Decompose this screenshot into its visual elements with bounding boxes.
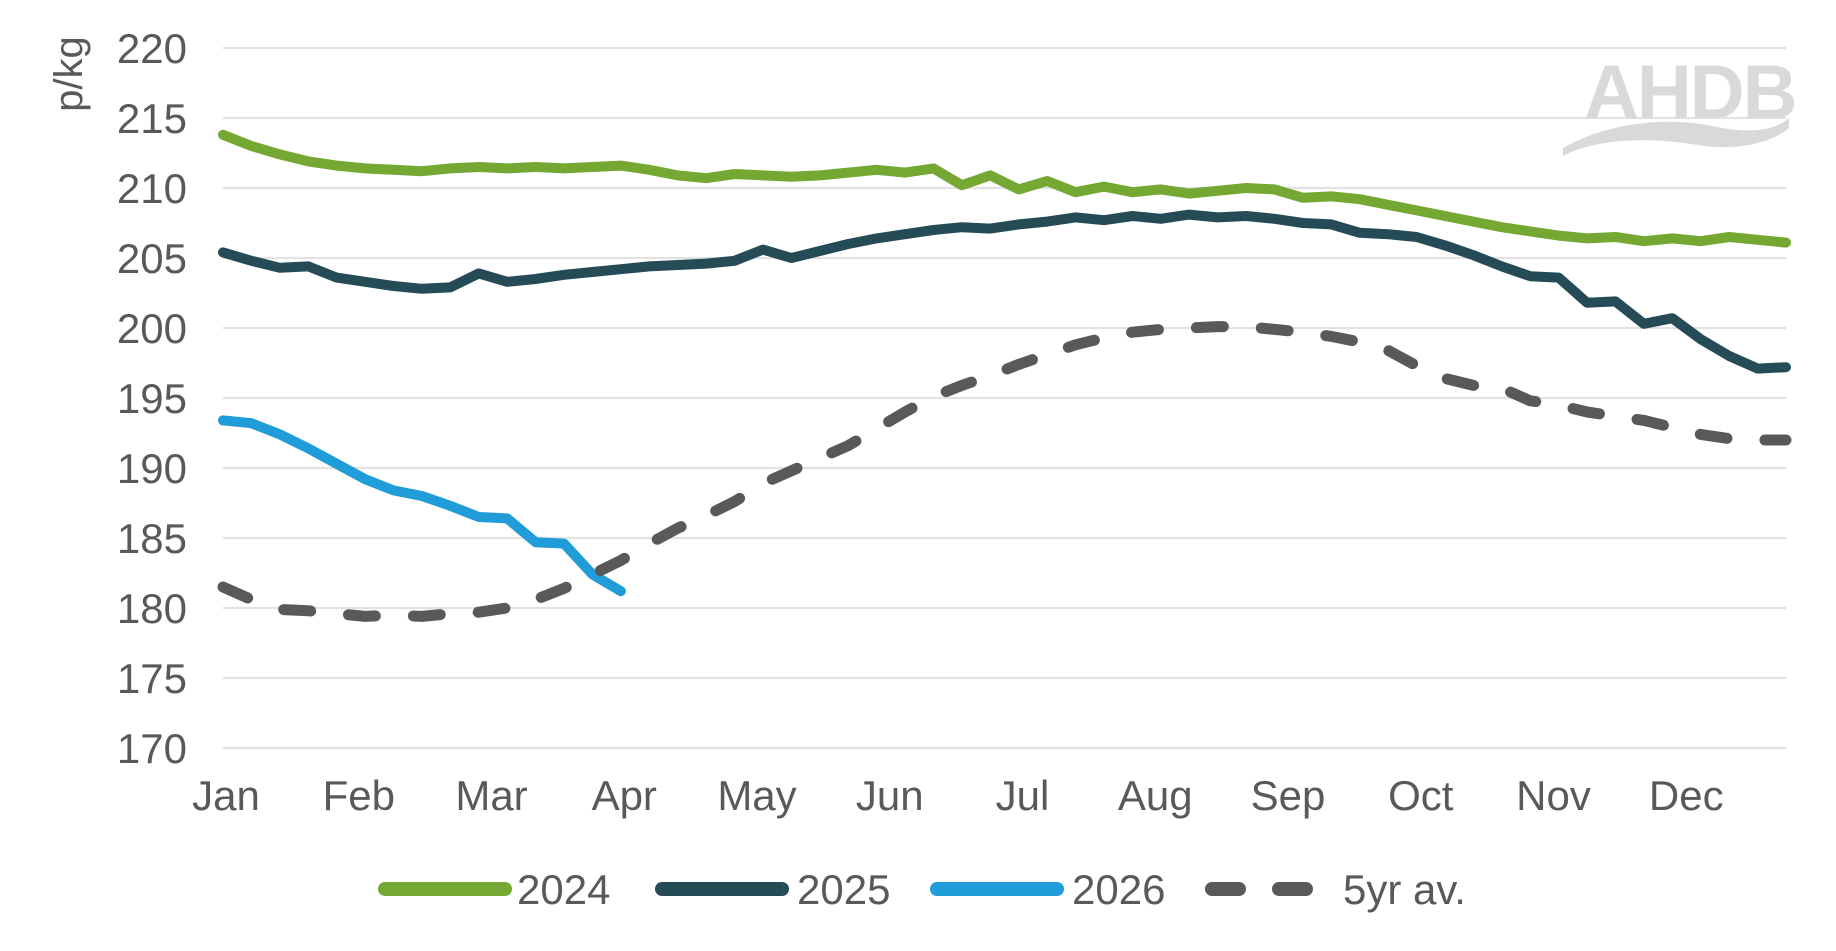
series-line-2024 xyxy=(218,129,1791,248)
y-tick-label-220: 220 xyxy=(117,25,187,72)
y-tick-label-215: 215 xyxy=(117,95,187,142)
y-axis-unit-label: p/kg xyxy=(47,36,91,112)
x-tick-label-jul: Jul xyxy=(996,772,1050,819)
series-line-5yr-av- xyxy=(217,321,1792,622)
legend-label-2024: 2024 xyxy=(517,866,610,913)
x-tick-label-feb: Feb xyxy=(323,772,395,819)
y-tick-label-170: 170 xyxy=(117,725,187,772)
legend-label-2025: 2025 xyxy=(797,866,890,913)
y-tick-label-175: 175 xyxy=(117,655,187,702)
data-series xyxy=(217,129,1792,622)
y-tick-label-205: 205 xyxy=(117,235,187,282)
y-tick-label-185: 185 xyxy=(117,515,187,562)
x-tick-label-nov: Nov xyxy=(1516,772,1591,819)
gridlines xyxy=(223,46,1786,750)
x-tick-label-apr: Apr xyxy=(592,772,657,819)
ahdb-logo-text: AHDB xyxy=(1584,50,1796,135)
x-tick-label-aug: Aug xyxy=(1118,772,1193,819)
x-tick-label-may: May xyxy=(717,772,796,819)
series-line-2026 xyxy=(218,415,626,597)
legend-label-2026: 2026 xyxy=(1072,866,1165,913)
y-tick-label-210: 210 xyxy=(117,165,187,212)
x-tick-label-mar: Mar xyxy=(455,772,527,819)
y-tick-label-180: 180 xyxy=(117,585,187,632)
ahdb-logo: AHDB xyxy=(1563,50,1798,156)
x-tick-label-sep: Sep xyxy=(1251,772,1326,819)
axis-labels: 170 175 180 185 190 195 200 205 210 215 220 Jan Feb M… xyxy=(117,25,1724,819)
x-tick-label-dec: Dec xyxy=(1649,772,1724,819)
x-tick-label-jan: Jan xyxy=(192,772,260,819)
legend-label-5yr-av: 5yr av. xyxy=(1343,866,1466,913)
chart-legend: 2024 2025 2026 5yr av. xyxy=(378,866,1466,913)
x-tick-label-jun: Jun xyxy=(856,772,924,819)
y-tick-label-200: 200 xyxy=(117,305,187,352)
x-tick-label-oct: Oct xyxy=(1388,772,1454,819)
series-line-2025 xyxy=(218,209,1791,374)
y-tick-label-190: 190 xyxy=(117,445,187,492)
ahdb-logo-swoosh-icon xyxy=(1563,118,1789,156)
y-tick-label-195: 195 xyxy=(117,375,187,422)
